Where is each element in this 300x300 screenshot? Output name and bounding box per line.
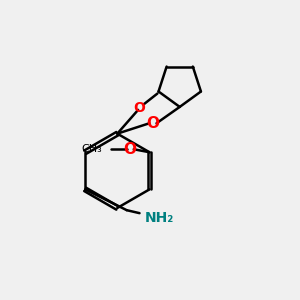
Text: O: O [146, 116, 160, 131]
Text: CH₃: CH₃ [82, 144, 103, 154]
Text: O: O [133, 101, 145, 116]
Text: O: O [124, 142, 137, 157]
Text: NH₂: NH₂ [145, 211, 174, 225]
